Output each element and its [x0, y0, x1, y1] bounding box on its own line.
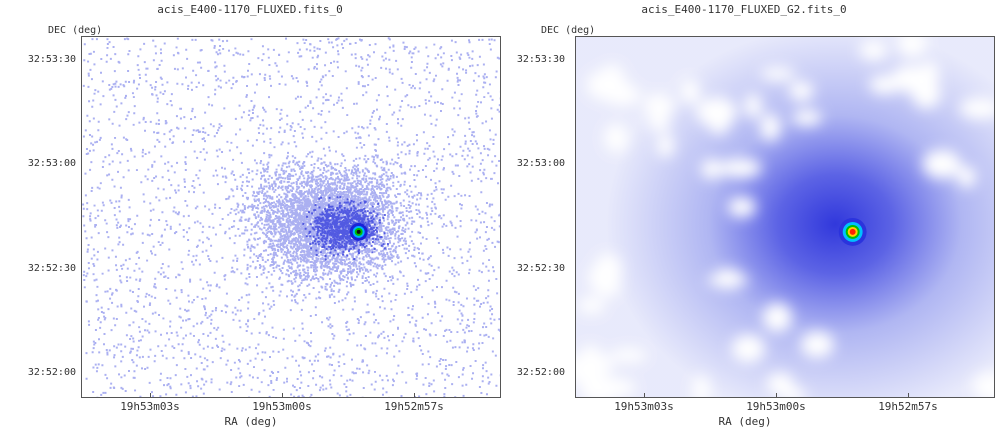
- x-tick-mark: [414, 393, 415, 398]
- x-tick-label: 19h52m57s: [384, 400, 444, 413]
- x-tick-label: 19h53m00s: [252, 400, 312, 413]
- y-axis-label: DEC (deg): [48, 25, 103, 36]
- y-tick-label: 32:53:00: [516, 158, 565, 169]
- image-title: acis_E400-1170_FLUXED_G2.fits_0: [641, 3, 847, 16]
- x-tick-label: 19h53m03s: [614, 400, 674, 413]
- x-tick-label: 19h52m57s: [878, 400, 938, 413]
- x-axis-label: RA (deg): [224, 415, 278, 428]
- y-axis-label: DEC (deg): [541, 25, 596, 36]
- y-tick-label: 32:52:30: [27, 263, 76, 274]
- smoothed-image: [576, 37, 994, 397]
- image-panel-smoothed: acis_E400-1170_FLUXED_G2.fits_0 DEC (deg…: [494, 0, 995, 436]
- x-tick-label: 19h53m03s: [120, 400, 180, 413]
- x-tick-mark: [644, 393, 645, 398]
- y-tick-label: 32:52:00: [516, 367, 565, 378]
- x-tick-label: 19h53m00s: [746, 400, 806, 413]
- x-axis-label: RA (deg): [718, 415, 772, 428]
- y-tick-label: 32:52:30: [516, 263, 565, 274]
- image-panel-raw: acis_E400-1170_FLUXED.fits_0 DEC (deg) 3…: [27, 3, 501, 428]
- image-title: acis_E400-1170_FLUXED.fits_0: [157, 3, 343, 16]
- x-tick-mark: [150, 393, 151, 398]
- x-tick-mark: [282, 393, 283, 398]
- image-canvas[interactable]: [575, 36, 995, 398]
- raw-counts-image: [82, 37, 500, 397]
- image-canvas[interactable]: [81, 36, 501, 398]
- y-tick-label: 32:53:30: [27, 54, 76, 65]
- y-tick-label: 32:52:00: [27, 367, 76, 378]
- y-tick-label: 32:53:30: [516, 54, 565, 65]
- y-tick-label: 32:53:00: [27, 158, 76, 169]
- x-tick-mark: [776, 393, 777, 398]
- x-tick-mark: [908, 393, 909, 398]
